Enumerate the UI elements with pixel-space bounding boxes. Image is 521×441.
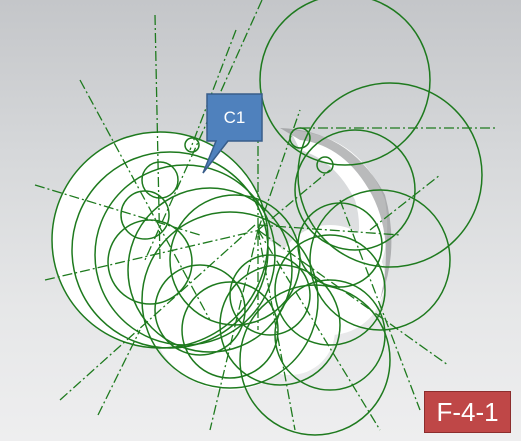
callout-label: C1 <box>223 107 246 127</box>
callout-bubble <box>202 93 263 174</box>
shadow-crescent <box>280 128 392 300</box>
figure-label: F-4-1 <box>424 391 511 433</box>
construction-circles <box>51 0 483 436</box>
